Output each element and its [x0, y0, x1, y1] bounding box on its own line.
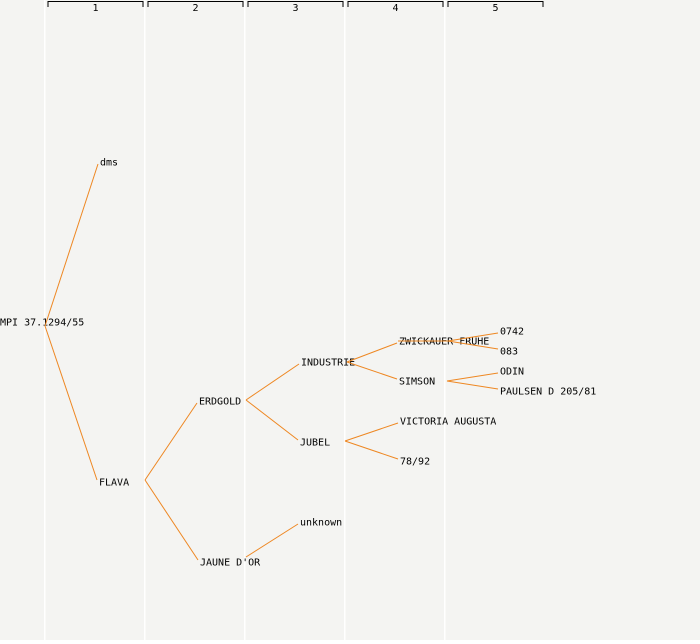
ruler-bracket: [47, 1, 144, 7]
ruler-generation-label: 4: [392, 3, 398, 14]
node-label-jubel: JUBEL: [300, 438, 330, 449]
node-label-flava: FLAVA: [99, 478, 129, 489]
node-label-zwickauer: ZWICKAUER FRUHE: [399, 337, 489, 348]
ruler-generation-label: 5: [492, 3, 498, 14]
ruler-bracket: [447, 1, 544, 7]
node-label-odin: ODIN: [500, 367, 524, 378]
pedigree-edge: [344, 440, 399, 460]
column-separators: [43, 0, 446, 640]
pedigree-edge: [245, 523, 299, 558]
pedigree-edge: [346, 361, 398, 380]
ruler-generation-label: 3: [292, 3, 298, 14]
node-label-unknown: unknown: [300, 518, 342, 529]
node-label-simson: SIMSON: [399, 377, 435, 388]
pedigree-edge: [44, 325, 98, 481]
node-label-n78_92: 78/92: [400, 457, 430, 468]
pedigree-edge: [144, 479, 199, 561]
ruler-bracket: [147, 1, 244, 7]
pedigree-edge: [44, 163, 99, 327]
pedigree-edge: [446, 380, 499, 390]
ruler-generation-label: 2: [192, 3, 198, 14]
ruler-generation-label: 1: [92, 3, 98, 14]
node-labels: MPI 37.1294/55 dms FLAVA ERDGOLD JAUNE D'OR I…: [0, 158, 596, 569]
node-label-mpi: MPI 37.1294/55: [0, 318, 84, 329]
node-label-n083: 083: [500, 347, 518, 358]
pedigree-edge: [144, 402, 198, 481]
pedigree-edge: [245, 363, 300, 401]
ruler-bracket: [247, 1, 344, 7]
node-label-n0742: 0742: [500, 327, 524, 338]
node-label-industrie: INDUSTRIE: [301, 358, 355, 369]
node-label-dms: dms: [100, 158, 118, 169]
pedigree-edges: [44, 163, 499, 561]
node-label-victoria: VICTORIA AUGUSTA: [400, 417, 496, 428]
pedigree-edge: [346, 342, 398, 363]
ruler-bracket: [347, 1, 444, 7]
pedigree-edge: [447, 340, 499, 350]
node-label-jaune_dor: JAUNE D'OR: [200, 558, 261, 569]
node-label-erdgold: ERDGOLD: [199, 397, 241, 408]
node-label-paulsen: PAULSEN D 205/81: [500, 387, 596, 398]
pedigree-edge: [245, 399, 299, 441]
generation-ruler: 1 2 3 4 5: [47, 1, 544, 14]
pedigree-edge: [344, 422, 399, 442]
pedigree-edge: [447, 332, 499, 342]
pedigree-edge: [446, 372, 499, 382]
